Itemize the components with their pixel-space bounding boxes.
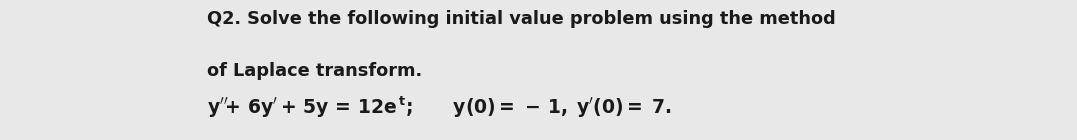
Text: $\mathbf{y''\!\!+\, 6y' +\, 5y\, =\, 12e^{\,t};}$$\quad\quad\mathbf{y(0) =\, -\,: $\mathbf{y''\!\!+\, 6y' +\, 5y\, =\, 12e…	[207, 95, 671, 120]
Text: Q2. Solve the following initial value problem using the method: Q2. Solve the following initial value pr…	[207, 10, 836, 28]
Text: of Laplace transform.: of Laplace transform.	[207, 62, 422, 80]
